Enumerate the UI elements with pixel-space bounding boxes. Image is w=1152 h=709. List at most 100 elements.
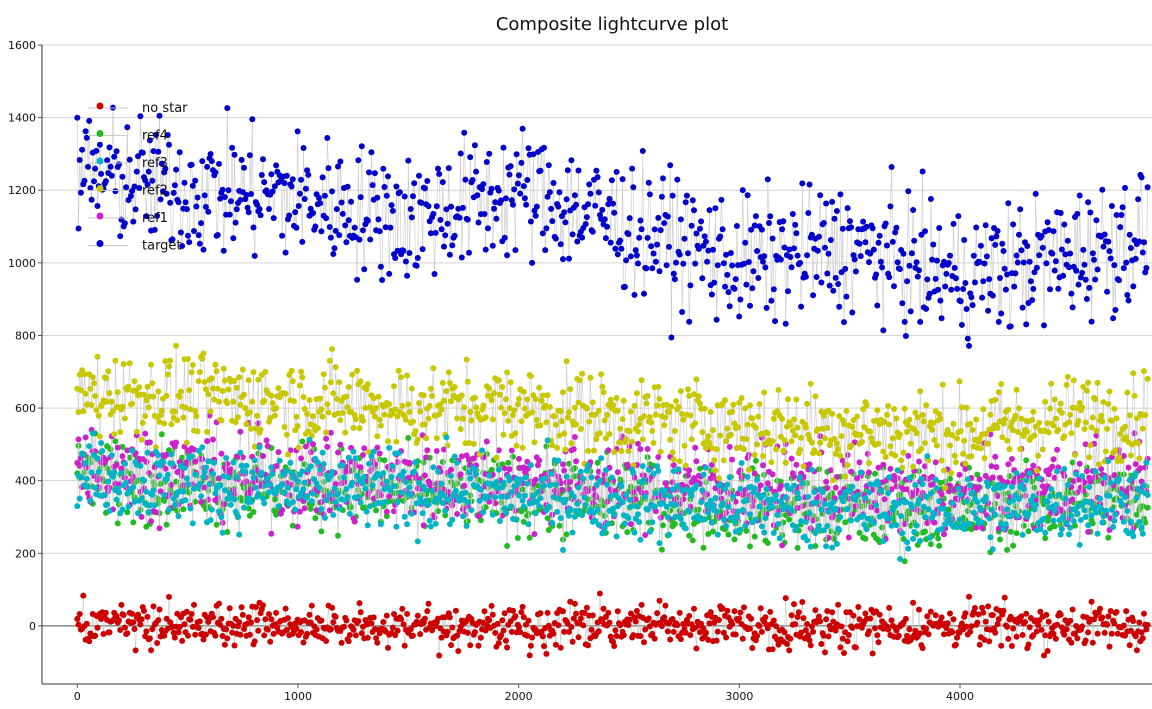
data-point xyxy=(656,597,663,604)
data-point xyxy=(764,430,771,437)
data-point xyxy=(844,462,851,469)
data-point xyxy=(720,516,727,523)
data-point xyxy=(294,423,301,430)
data-point xyxy=(819,489,826,495)
data-point xyxy=(79,146,86,153)
data-point xyxy=(552,421,559,428)
data-point xyxy=(848,517,855,524)
data-point xyxy=(916,496,922,503)
data-point xyxy=(902,615,909,622)
data-point xyxy=(751,451,758,458)
data-point xyxy=(336,379,343,386)
data-point xyxy=(310,441,316,448)
data-point xyxy=(994,621,1001,628)
data-point xyxy=(336,505,343,512)
data-point xyxy=(1141,610,1147,617)
data-point xyxy=(300,394,307,400)
data-point xyxy=(192,498,199,505)
data-point xyxy=(731,608,738,615)
data-point xyxy=(429,393,436,399)
data-point xyxy=(519,444,526,451)
data-point xyxy=(1010,497,1017,504)
data-point xyxy=(945,506,952,513)
data-point xyxy=(535,489,541,495)
data-point xyxy=(448,472,455,479)
data-point xyxy=(461,404,468,411)
data-point xyxy=(257,212,264,219)
data-point xyxy=(488,397,495,404)
data-point xyxy=(780,447,787,454)
data-point xyxy=(1085,629,1092,636)
data-point xyxy=(1067,617,1074,624)
data-point xyxy=(192,458,199,465)
data-point xyxy=(635,511,641,518)
data-point xyxy=(649,630,656,637)
data-point xyxy=(166,363,172,370)
data-point xyxy=(835,601,842,608)
data-point xyxy=(414,612,421,619)
data-point xyxy=(730,401,737,408)
data-point xyxy=(1093,427,1100,434)
data-point xyxy=(546,482,553,489)
data-point xyxy=(483,438,490,445)
data-point xyxy=(1057,400,1064,407)
data-point xyxy=(1111,472,1118,479)
data-point xyxy=(604,411,611,418)
data-point xyxy=(251,638,258,645)
data-point xyxy=(181,465,188,471)
data-point xyxy=(654,610,661,617)
data-point xyxy=(888,617,895,624)
data-point xyxy=(356,600,363,607)
data-point xyxy=(979,519,986,526)
data-point xyxy=(129,447,136,454)
data-point xyxy=(282,390,289,397)
data-point xyxy=(595,189,602,196)
data-point xyxy=(520,503,527,510)
data-point xyxy=(294,523,301,530)
data-point xyxy=(1038,626,1045,633)
data-point xyxy=(806,461,813,468)
data-point xyxy=(955,485,962,492)
data-point xyxy=(376,228,383,235)
data-point xyxy=(676,609,683,616)
data-point xyxy=(1106,492,1113,499)
data-point xyxy=(1107,608,1114,614)
data-point xyxy=(1139,503,1146,510)
data-point xyxy=(1141,368,1147,375)
data-point xyxy=(752,516,759,523)
data-point xyxy=(830,477,837,484)
data-point xyxy=(86,443,93,450)
data-point xyxy=(1123,608,1130,615)
data-point xyxy=(204,428,211,435)
data-point xyxy=(964,508,971,514)
data-point xyxy=(560,547,566,553)
data-point xyxy=(666,531,672,538)
data-point xyxy=(407,626,414,633)
data-point xyxy=(545,622,552,629)
data-point xyxy=(618,483,625,490)
data-point xyxy=(794,505,801,511)
data-point xyxy=(648,419,655,426)
data-point xyxy=(107,446,114,453)
data-point xyxy=(587,190,594,197)
data-point xyxy=(700,471,707,478)
data-point xyxy=(454,632,461,639)
data-point xyxy=(119,506,126,513)
data-point xyxy=(543,419,550,426)
data-point xyxy=(562,496,569,503)
data-point xyxy=(667,636,674,643)
data-point xyxy=(722,397,728,404)
data-point xyxy=(557,241,564,248)
data-point xyxy=(431,271,438,277)
data-point xyxy=(962,610,969,617)
data-point xyxy=(608,474,615,481)
data-point xyxy=(127,193,134,199)
data-point xyxy=(1119,501,1126,508)
data-point xyxy=(802,627,809,634)
data-point xyxy=(557,408,564,415)
data-point xyxy=(375,216,382,223)
data-point xyxy=(449,516,456,523)
data-point xyxy=(242,405,249,412)
data-point xyxy=(744,473,751,480)
data-point xyxy=(989,474,996,481)
